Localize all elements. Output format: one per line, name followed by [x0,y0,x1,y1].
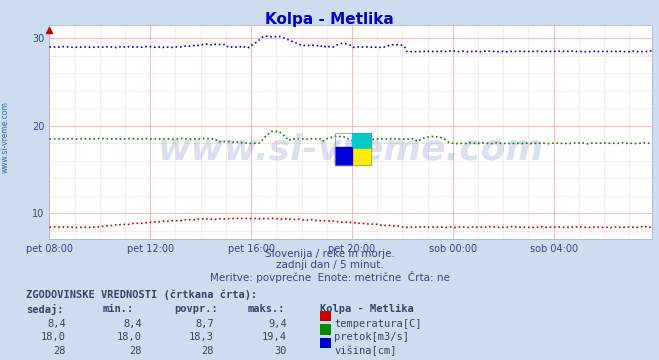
Text: 19,4: 19,4 [262,332,287,342]
Text: povpr.:: povpr.: [175,304,218,314]
Text: 9,4: 9,4 [268,319,287,329]
Text: 18,3: 18,3 [189,332,214,342]
Text: Kolpa - Metlika: Kolpa - Metlika [320,304,413,314]
Text: www.si-vreme.com: www.si-vreme.com [1,101,10,173]
Text: www.si-vreme.com: www.si-vreme.com [158,132,544,166]
Text: maks.:: maks.: [247,304,285,314]
Text: Kolpa - Metlika: Kolpa - Metlika [265,12,394,27]
Text: zadnji dan / 5 minut.: zadnji dan / 5 minut. [275,260,384,270]
Text: višina[cm]: višina[cm] [334,346,397,356]
Text: min.:: min.: [102,304,133,314]
Text: 8,4: 8,4 [123,319,142,329]
Text: 28: 28 [129,346,142,356]
Text: Slovenija / reke in morje.: Slovenija / reke in morje. [264,249,395,259]
Text: Meritve: povprečne  Enote: metrične  Črta: ne: Meritve: povprečne Enote: metrične Črta:… [210,271,449,283]
Text: 18,0: 18,0 [117,332,142,342]
Text: temperatura[C]: temperatura[C] [334,319,422,329]
Text: 8,7: 8,7 [196,319,214,329]
Text: pretok[m3/s]: pretok[m3/s] [334,332,409,342]
Text: 28: 28 [202,346,214,356]
Text: 30: 30 [274,346,287,356]
Text: 18,0: 18,0 [41,332,66,342]
Text: 28: 28 [53,346,66,356]
Text: ZGODOVINSKE VREDNOSTI (črtkana črta):: ZGODOVINSKE VREDNOSTI (črtkana črta): [26,290,258,300]
Text: 8,4: 8,4 [47,319,66,329]
Text: sedaj:: sedaj: [26,304,64,315]
